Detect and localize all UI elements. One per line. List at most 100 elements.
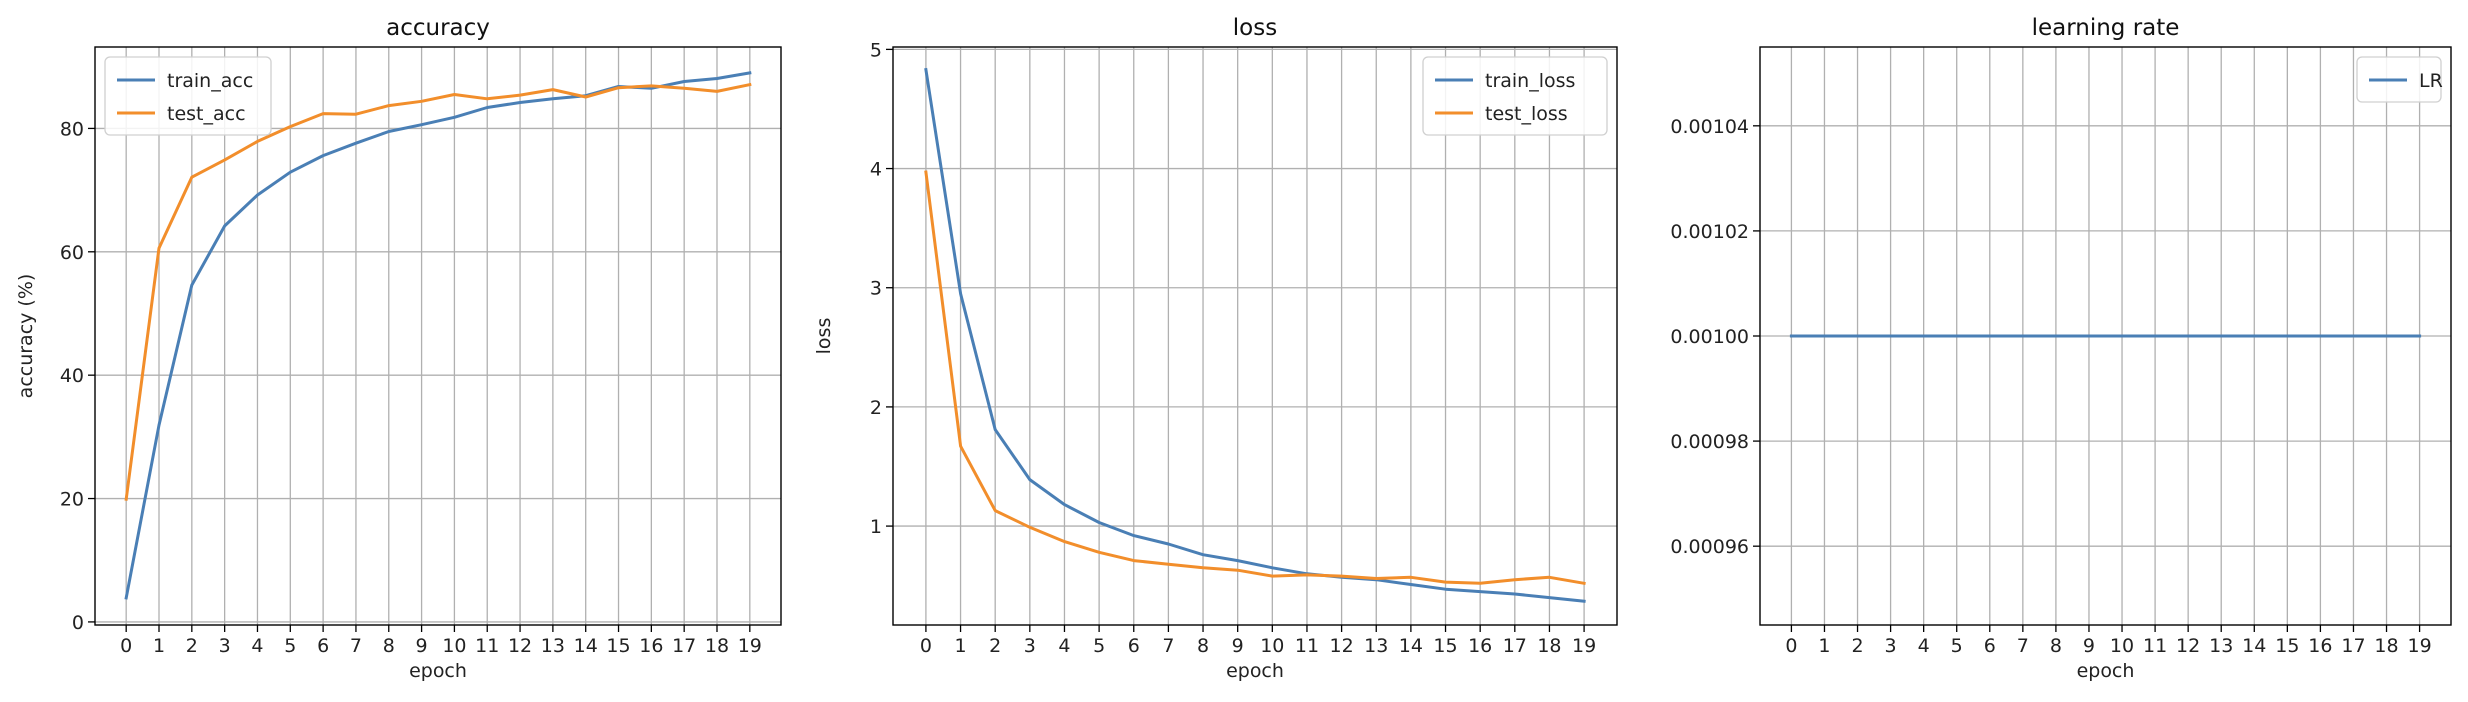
x-tick-label: 10: [1260, 635, 1284, 657]
x-tick-label: 9: [2083, 635, 2095, 657]
x-tick-label: 12: [508, 635, 532, 657]
x-tick-label: 16: [1468, 635, 1492, 657]
x-tick-label: 1: [955, 635, 967, 657]
x-tick-label: 15: [2275, 635, 2299, 657]
plot-frame: [892, 46, 1618, 626]
y-tick-label: 0.00096: [1670, 536, 1749, 558]
legend: LR: [2356, 56, 2443, 103]
x-tick-label: 7: [350, 635, 362, 657]
x-tick-label: 9: [1232, 635, 1244, 657]
x-tick-label: 10: [2110, 635, 2134, 657]
x-tick-label: 8: [2050, 635, 2062, 657]
plot-frame: [94, 46, 782, 626]
chart-0: 0 1 2 3 4 5 6 7 8 9 10 11 12 13 14 15 16 17 18 19020406080a…: [15, 15, 782, 682]
series-line-test_acc: [124, 82, 752, 501]
x-tick-label: 11: [2143, 635, 2167, 657]
x-tick-label: 16: [2308, 635, 2332, 657]
x-tick-label: 19: [1572, 635, 1596, 657]
x-tick-label: 6: [1984, 635, 1996, 657]
y-tick-label: 40: [60, 365, 84, 387]
y-tick-label: 0: [72, 612, 84, 634]
x-tick-label: 10: [442, 635, 466, 657]
x-tick-label: 19: [738, 635, 762, 657]
y-tick-label: 80: [60, 118, 84, 140]
x-tick-label: 8: [1197, 635, 1209, 657]
x-tick-label: 18: [2374, 635, 2398, 657]
x-tick-label: 15: [606, 635, 630, 657]
series-line-train_loss: [924, 67, 1586, 603]
chart-2: 0 1 2 3 4 5 6 7 8 9 10 11 12 13 14 15 16 17 18 190.000960.0…: [1670, 15, 2452, 682]
x-tick-label: 12: [2176, 635, 2200, 657]
x-tick-label: 8: [383, 635, 395, 657]
x-tick-label: 5: [1093, 635, 1105, 657]
series-line-test_loss: [924, 170, 1586, 586]
y-tick-label: 20: [60, 489, 84, 511]
plot-frame: [1759, 46, 2452, 626]
y-tick-label: 1: [870, 516, 882, 538]
x-tick-label: 12: [1330, 635, 1354, 657]
legend-box: [104, 56, 272, 136]
x-tick-label: 13: [1364, 635, 1388, 657]
x-tick-label: 19: [2407, 635, 2431, 657]
y-tick-label: 0.00104: [1670, 116, 1749, 138]
legend-label: test_loss: [1485, 103, 1568, 125]
x-tick-label: 5: [284, 635, 296, 657]
x-axis-label: epoch: [2077, 660, 2135, 682]
x-tick-label: 3: [1024, 635, 1036, 657]
x-tick-label: 15: [1433, 635, 1457, 657]
y-tick-label: 2: [870, 397, 882, 419]
x-tick-label: 3: [1885, 635, 1897, 657]
chart-title: accuracy: [386, 15, 490, 41]
y-tick-label: 4: [870, 159, 882, 181]
legend-box: [1422, 56, 1608, 136]
x-tick-label: 0: [1785, 635, 1797, 657]
y-axis-label: loss: [813, 318, 835, 355]
x-tick-label: 6: [317, 635, 329, 657]
legend-label: train_loss: [1485, 70, 1575, 92]
x-tick-label: 4: [251, 635, 263, 657]
y-tick-label: 60: [60, 242, 84, 264]
legend: train_loss test_loss: [1422, 56, 1608, 136]
y-tick-label: 5: [870, 39, 882, 61]
legend-label: test_acc: [167, 103, 246, 125]
x-tick-label: 16: [639, 635, 663, 657]
x-tick-label: 0: [920, 635, 932, 657]
x-tick-label: 4: [1918, 635, 1930, 657]
chart-title: loss: [1233, 15, 1277, 41]
x-tick-label: 14: [2242, 635, 2266, 657]
x-tick-label: 11: [475, 635, 499, 657]
x-tick-label: 6: [1128, 635, 1140, 657]
x-tick-label: 18: [1537, 635, 1561, 657]
x-tick-label: 4: [1058, 635, 1070, 657]
x-tick-label: 18: [705, 635, 729, 657]
x-tick-label: 1: [1818, 635, 1830, 657]
y-tick-label: 0.00100: [1670, 326, 1749, 348]
chart-title: learning rate: [2032, 15, 2180, 41]
legend-label: LR: [2419, 70, 2443, 92]
x-tick-label: 2: [989, 635, 1001, 657]
x-tick-label: 17: [1503, 635, 1527, 657]
y-tick-label: 0.00102: [1670, 221, 1749, 243]
legend: train_acc test_acc: [104, 56, 272, 136]
x-tick-label: 7: [2017, 635, 2029, 657]
x-tick-label: 2: [186, 635, 198, 657]
y-axis-label: accuracy (%): [15, 274, 37, 399]
x-tick-label: 14: [574, 635, 598, 657]
x-tick-label: 9: [416, 635, 428, 657]
x-tick-label: 0: [120, 635, 132, 657]
x-tick-label: 7: [1162, 635, 1174, 657]
series-line-train_acc: [124, 71, 752, 600]
x-axis-label: epoch: [409, 660, 467, 682]
chart-1: 0 1 2 3 4 5 6 7 8 9 10 11 12 13 14 15 16 17 18 1912345losse…: [813, 15, 1618, 682]
x-tick-label: 1: [153, 635, 165, 657]
x-tick-label: 5: [1951, 635, 1963, 657]
x-tick-label: 13: [2209, 635, 2233, 657]
y-tick-label: 3: [870, 278, 882, 300]
x-tick-label: 3: [219, 635, 231, 657]
x-tick-label: 14: [1399, 635, 1423, 657]
y-tick-label: 0.00098: [1670, 431, 1749, 453]
x-tick-label: 17: [2341, 635, 2365, 657]
x-tick-label: 11: [1295, 635, 1319, 657]
x-tick-label: 17: [672, 635, 696, 657]
